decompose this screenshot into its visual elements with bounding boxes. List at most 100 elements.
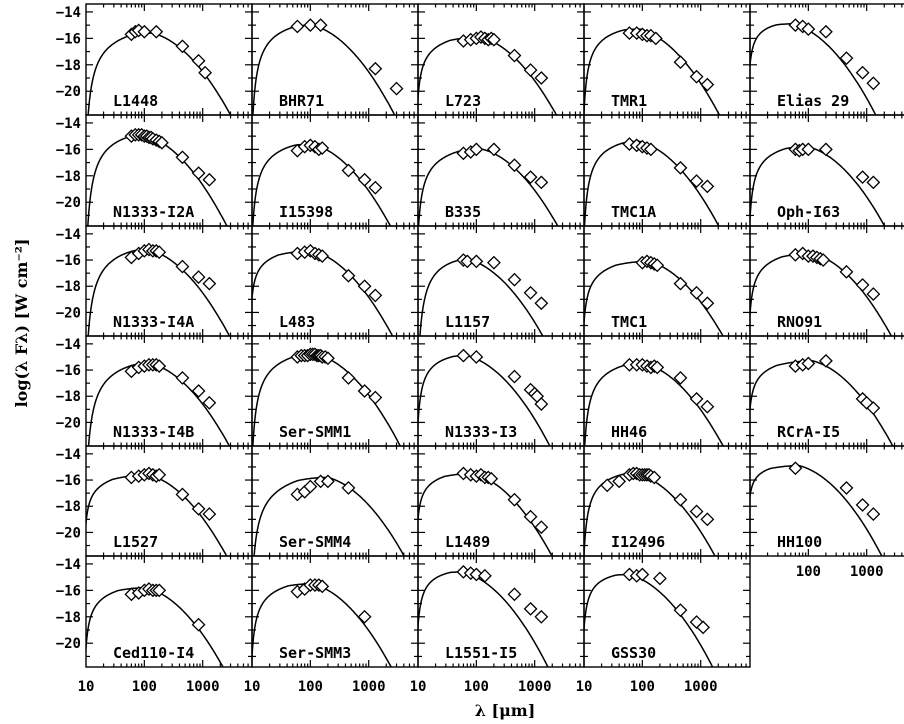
data-point: [523, 285, 538, 300]
data-point: [320, 474, 335, 489]
panel-hh100: HH100: [749, 445, 904, 557]
data-point: [484, 471, 499, 486]
panel-frame: [583, 225, 751, 337]
panel-oph-i63: Oph-I63: [749, 114, 904, 227]
panel-grid: L1448 −14 −16 −18 −20 BHR71 L723 TMR1 Elias 29 N1…: [56, 3, 904, 695]
x-tick-label: 1000: [352, 679, 386, 695]
data-point: [700, 77, 715, 92]
panel-frame: [251, 3, 419, 116]
data-point: [389, 81, 404, 96]
panel-name: RCrA-I5: [777, 423, 840, 441]
data-point: [507, 587, 522, 602]
y-tick-label: −16: [56, 583, 81, 599]
y-tick-label: −16: [56, 473, 81, 489]
data-point: [689, 504, 704, 519]
data-point: [534, 175, 549, 190]
data-point: [507, 369, 522, 384]
panel-name: Ser-SMM3: [279, 644, 351, 662]
data-point: [191, 270, 206, 284]
data-point: [507, 272, 522, 287]
x-tick-label: 10: [576, 679, 593, 695]
y-tick-label: −16: [56, 31, 81, 47]
data-point: [801, 356, 816, 371]
data-point: [673, 160, 688, 175]
data-point: [673, 276, 688, 291]
panel-l1157: L1157: [417, 225, 585, 337]
panel-rno91: RNO91: [749, 225, 904, 337]
panel-elias-29: Elias 29: [749, 3, 904, 116]
sed-model-curve: [418, 36, 558, 115]
y-tick-label: −18: [56, 58, 81, 74]
sed-model-curve: [419, 257, 544, 336]
data-point: [700, 399, 715, 414]
panel-name: L723: [445, 92, 481, 110]
data-point: [855, 278, 870, 292]
data-point: [469, 254, 484, 269]
panel-gss30: GSS30: [583, 555, 751, 668]
panel-frame: [417, 114, 585, 227]
panel-frame: [251, 114, 419, 227]
data-point: [303, 479, 318, 494]
panel-l483: L483: [251, 225, 419, 337]
data-point: [855, 65, 870, 80]
data-point: [689, 285, 704, 300]
data-point: [149, 24, 164, 39]
y-tick-label: −14: [56, 116, 81, 132]
data-point: [801, 142, 816, 157]
data-point: [315, 249, 330, 264]
panel-name: HH100: [777, 533, 822, 551]
panel-l1489: L1489: [417, 445, 585, 557]
panel-name: N1333-I2A: [113, 203, 194, 221]
panel-name: TMC1: [611, 313, 647, 331]
data-point: [866, 175, 881, 190]
panel-frame: [749, 445, 904, 557]
y-tick-label: −18: [56, 279, 81, 295]
y-axis-title: log(λ Fλ) [W cm⁻²]: [12, 239, 31, 408]
panel-n1333-i4a: N1333-I4A: [85, 225, 253, 337]
sed-model-curve: [750, 464, 883, 556]
data-point: [456, 348, 471, 363]
data-point: [469, 567, 484, 582]
data-point: [368, 390, 383, 405]
panel-frame: [583, 3, 751, 116]
data-point: [855, 170, 870, 185]
x-tick-label: 10: [410, 679, 427, 695]
sed-model-curve: [750, 23, 877, 115]
panel-name: N1333-I3: [445, 423, 517, 441]
data-point: [534, 296, 549, 311]
data-point: [600, 478, 615, 493]
data-point: [689, 174, 704, 188]
data-point: [357, 172, 372, 187]
data-point: [788, 461, 803, 476]
x-tick-label: 100: [298, 679, 323, 695]
data-point: [313, 18, 328, 33]
data-point: [198, 65, 213, 80]
data-point: [839, 51, 854, 66]
sed-model-curve: [418, 472, 553, 556]
panel-name: L483: [279, 313, 315, 331]
y-tick-label: −14: [56, 337, 81, 353]
sed-model-curve: [584, 28, 721, 115]
data-point: [534, 71, 549, 85]
panel-name: L1157: [445, 313, 490, 331]
x-tick-label: 1000: [684, 679, 718, 695]
panel-ser-smm1: Ser-SMM1: [251, 335, 419, 447]
panel-hh46: HH46: [583, 335, 751, 447]
data-point: [673, 492, 688, 507]
data-point: [507, 158, 522, 173]
sed-model-curve: [584, 573, 714, 667]
data-point: [866, 287, 881, 302]
data-point: [202, 276, 217, 291]
data-point: [652, 571, 667, 586]
panel-name: TMC1A: [611, 203, 656, 221]
data-point: [635, 567, 650, 582]
panel-n1333-i2a: N1333-I2A: [85, 114, 253, 227]
y-tick-label: −20: [56, 415, 81, 431]
data-point: [534, 397, 549, 412]
panel-n1333-i3: N1333-I3: [417, 335, 585, 447]
y-tick-label: −14: [56, 5, 81, 21]
panel-name: I12496: [611, 533, 665, 551]
data-point: [315, 579, 330, 594]
data-point: [700, 179, 715, 194]
